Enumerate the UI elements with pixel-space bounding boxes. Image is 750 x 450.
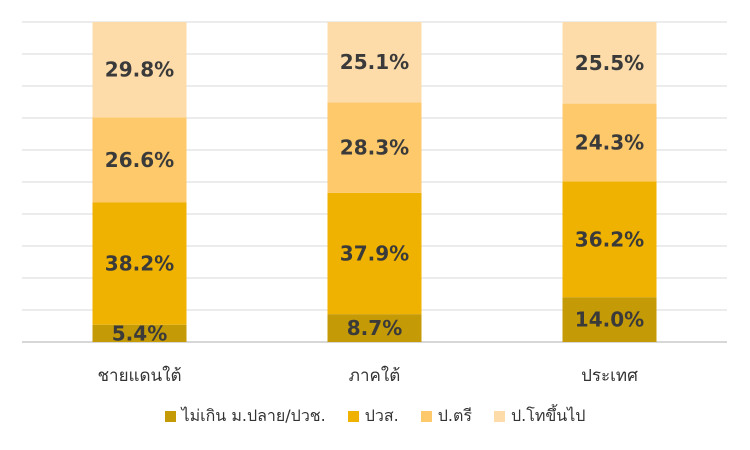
legend-label: ปวส. xyxy=(364,406,399,425)
bar-segment xyxy=(327,314,422,342)
data-label: 36.2% xyxy=(575,227,644,251)
legend-item: ป.โทขึ้นไป xyxy=(493,404,586,429)
data-label: 5.4% xyxy=(112,321,167,345)
bar-segment xyxy=(562,181,657,298)
bar-segment xyxy=(92,22,187,118)
legend-label: ไม่เกิน ม.ปลาย/ปวช. xyxy=(181,406,326,425)
data-label: 25.1% xyxy=(340,50,409,74)
bar-segment xyxy=(327,192,422,315)
data-label: 29.8% xyxy=(105,58,174,82)
data-label: 25.5% xyxy=(575,51,644,75)
legend-label: ป.โทขึ้นไป xyxy=(510,406,586,425)
data-label: 24.3% xyxy=(575,130,644,154)
legend: ไม่เกิน ม.ปลาย/ปวช. ปวส. ป.ตรี ป.โทขึ้นไป xyxy=(0,404,750,429)
legend-swatch xyxy=(420,411,432,422)
legend-label: ป.ตรี xyxy=(437,406,472,425)
bar-segment xyxy=(92,324,187,342)
category-label: ประเทศ xyxy=(581,366,638,386)
legend-item: ไม่เกิน ม.ปลาย/ปวช. xyxy=(164,404,326,429)
legend-swatch xyxy=(164,411,176,422)
legend-item: ปวส. xyxy=(347,404,399,429)
legend-item: ป.ตรี xyxy=(420,404,472,429)
data-label: 26.6% xyxy=(105,148,174,172)
bar-segment xyxy=(327,102,422,193)
bar-segment xyxy=(327,22,422,103)
category-label: ภาคใต้ xyxy=(349,365,400,386)
category-label: ชายแดนใต้ xyxy=(97,365,181,386)
bar-segment xyxy=(562,297,657,342)
bar-segment xyxy=(92,202,187,325)
bars xyxy=(92,22,657,342)
legend-swatch xyxy=(347,411,359,422)
legend-swatch xyxy=(493,411,505,422)
category-labels: ชายแดนใต้ ภาคใต้ ประเทศ xyxy=(97,365,638,386)
data-label: 28.3% xyxy=(340,136,409,160)
bar-segment xyxy=(92,117,187,203)
data-labels: 5.4% 38.2% 26.6% 29.8% 8.7% 37.9% 28.3% 25.1% 14… xyxy=(105,50,644,345)
bar-segment xyxy=(562,22,657,104)
data-label: 8.7% xyxy=(347,316,402,340)
data-label: 14.0% xyxy=(575,308,644,332)
data-label: 37.9% xyxy=(340,242,409,266)
data-label: 38.2% xyxy=(105,252,174,276)
stacked-bar-chart: 5.4% 38.2% 26.6% 29.8% 8.7% 37.9% 28.3% 25.1% 14… xyxy=(22,21,727,386)
bar-segment xyxy=(562,103,657,182)
